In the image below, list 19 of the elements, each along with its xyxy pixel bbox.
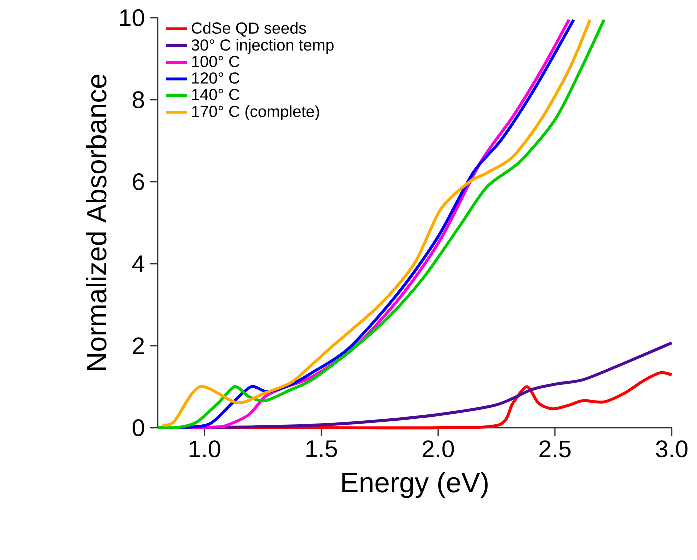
y-tick-label: 10 xyxy=(120,9,144,26)
y-tick-label: 2 xyxy=(133,338,144,354)
x-axis-title: Energy (eV) xyxy=(342,472,488,498)
legend-label: 30° C injection temp xyxy=(192,39,334,54)
y-axis-title: Normalized Absorbance xyxy=(86,74,107,370)
legend-label: 120° C xyxy=(192,72,240,84)
y-tick-label: 0 xyxy=(132,419,144,436)
x-tick-label: 2.0 xyxy=(422,440,454,458)
y-tick-label: 6 xyxy=(133,173,144,190)
legend-label: CdSe QD seeds xyxy=(192,22,306,37)
x-tick-label: 1.0 xyxy=(190,440,220,458)
y-tick-label: 8 xyxy=(132,91,144,108)
legend-label: 100° C xyxy=(192,56,240,68)
x-tick-label: 1.5 xyxy=(306,440,338,458)
legend-label: 140° C xyxy=(192,89,240,100)
x-tick-label: 3.0 xyxy=(656,440,688,458)
legend-label: 170° C (complete) xyxy=(192,106,320,121)
y-tick-label: 4 xyxy=(132,256,145,272)
x-tick-label: 2.5 xyxy=(540,440,571,458)
